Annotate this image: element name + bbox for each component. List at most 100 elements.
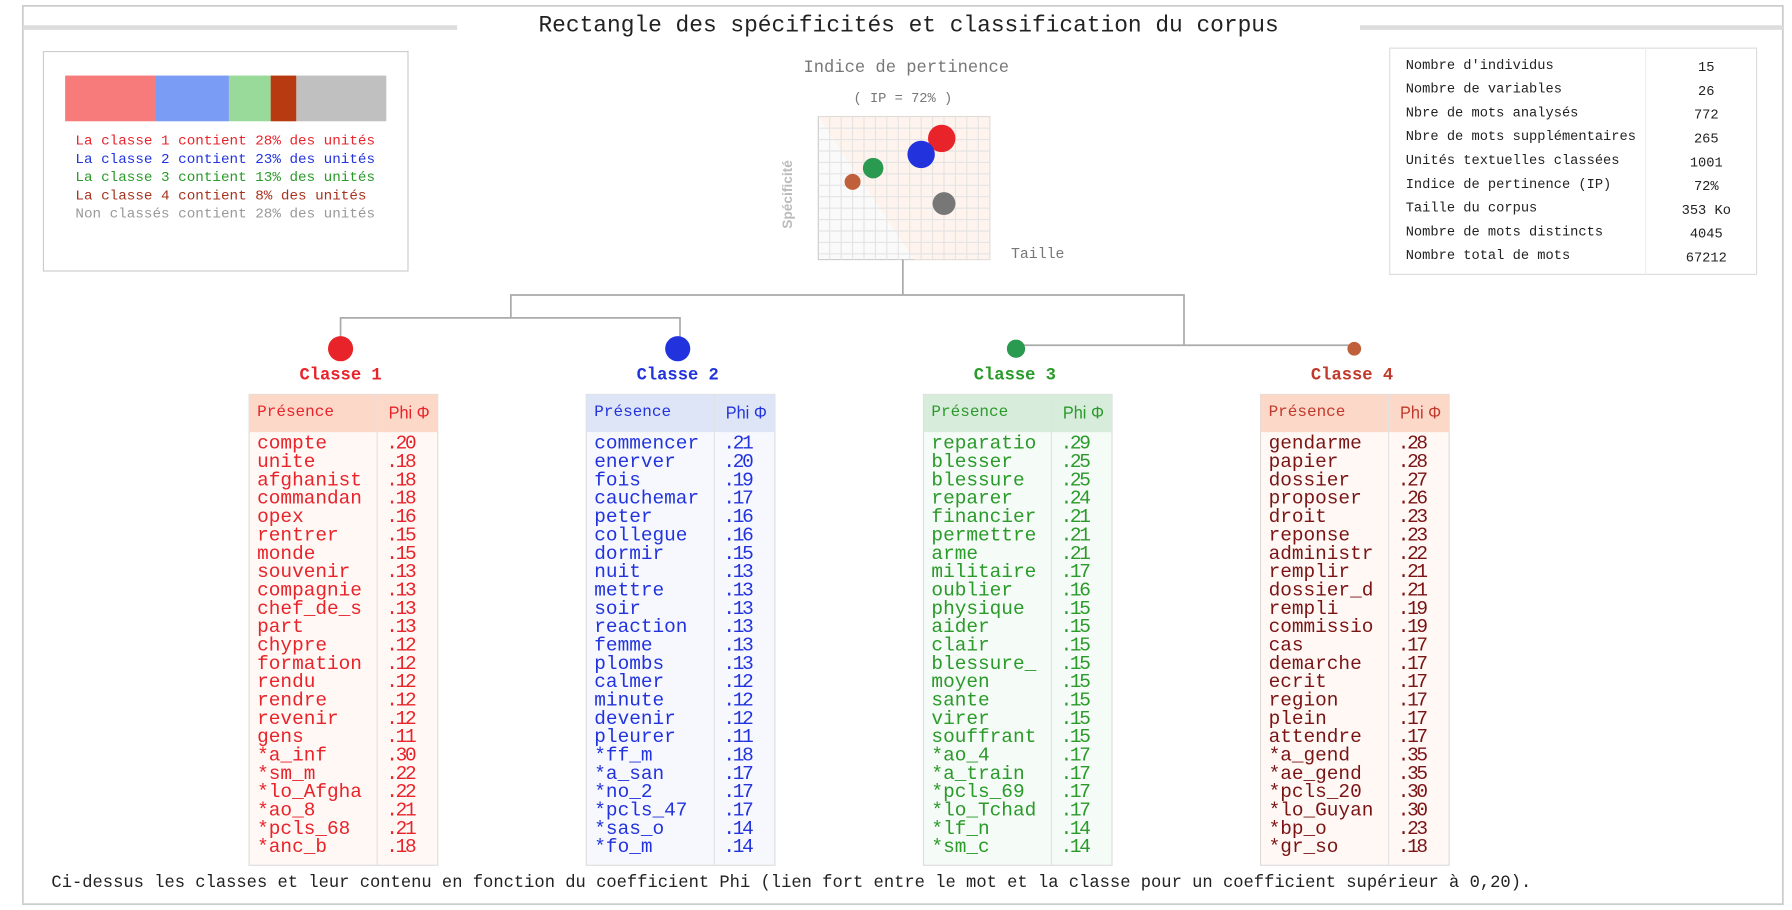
word: *a_san <box>594 763 664 785</box>
phi: .18 <box>386 488 416 510</box>
phi: .15 <box>723 543 753 565</box>
word: *bp_o <box>1269 818 1327 840</box>
phi: .29 <box>1061 433 1091 455</box>
phi: .20 <box>723 451 753 473</box>
word: rentrer <box>257 524 339 546</box>
word: collegue <box>594 524 687 546</box>
phi: .12 <box>723 671 753 693</box>
phi: .17 <box>723 763 753 785</box>
word: pleurer <box>594 726 676 748</box>
word: *pcls_69 <box>931 781 1024 803</box>
word: gendarme <box>1269 433 1362 455</box>
phi: .17 <box>1061 561 1091 583</box>
legend-text: La classe 4 contient 8% des unités <box>75 188 366 204</box>
column-header: Phi Φ <box>389 402 430 422</box>
phi: .23 <box>1398 524 1428 546</box>
word: oublier <box>931 579 1013 601</box>
stat-value: 15 <box>1698 61 1714 76</box>
word: monde <box>257 543 315 565</box>
phi: .27 <box>1398 469 1428 491</box>
phi: .25 <box>1061 469 1091 491</box>
bubble <box>844 173 861 190</box>
phi: .26 <box>1398 488 1428 510</box>
table-header <box>1260 394 1450 433</box>
class-node <box>665 336 691 362</box>
legend-text: La classe 1 contient 28% des unités <box>75 133 375 149</box>
phi: .12 <box>723 708 753 730</box>
word: minute <box>594 689 664 711</box>
table-header <box>249 394 438 433</box>
table-body <box>585 393 776 866</box>
class-node <box>1006 339 1026 358</box>
word: *sm_c <box>931 836 989 858</box>
legend-bar-segment <box>228 75 271 122</box>
phi: .15 <box>1061 598 1091 620</box>
word: proposer <box>1269 488 1362 510</box>
word: cauchemar <box>594 488 699 510</box>
phi: .17 <box>1398 671 1428 693</box>
word: *ao_8 <box>257 800 315 822</box>
phi: .21 <box>386 800 416 822</box>
phi: .17 <box>1061 800 1091 822</box>
phi: .35 <box>1398 763 1428 785</box>
legend-bar-segment <box>65 75 156 122</box>
phi: .13 <box>386 579 416 601</box>
stat-label: Unités textuelles classées <box>1406 153 1620 169</box>
stat-label: Nombre d'individus <box>1406 58 1554 74</box>
plot: Indice de pertinence ( IP = 72% ) Spécif… <box>780 59 1064 263</box>
column-header: Phi Φ <box>1400 402 1441 422</box>
phi: .18 <box>723 745 753 767</box>
phi: .17 <box>723 800 753 822</box>
x-label: Taille <box>1011 247 1064 263</box>
phi: .15 <box>1061 726 1091 748</box>
bubble <box>932 192 956 215</box>
word: arme <box>931 543 978 565</box>
word: formation <box>257 653 362 675</box>
phi: .23 <box>1398 818 1428 840</box>
phi: .18 <box>386 451 416 473</box>
bubble <box>928 124 956 153</box>
word: opex <box>257 506 304 528</box>
phi: .14 <box>1061 836 1091 858</box>
phi: .21 <box>723 433 753 455</box>
phi: .23 <box>1398 506 1428 528</box>
word: sante <box>931 689 989 711</box>
word: *ff_m <box>594 745 652 767</box>
word: devenir <box>594 708 676 730</box>
stat-label: Taille du corpus <box>1406 201 1538 217</box>
word: physique <box>931 598 1024 620</box>
phi: .17 <box>1398 726 1428 748</box>
phi: .18 <box>386 836 416 858</box>
word: chef_de_s <box>257 598 362 620</box>
word: blessure <box>931 469 1024 491</box>
word: droit <box>1269 506 1327 528</box>
word: commandan <box>257 488 362 510</box>
phi: .21 <box>1061 543 1091 565</box>
word: blessure_ <box>931 653 1036 675</box>
column-header: Présence <box>931 403 1008 421</box>
column-header: Phi Φ <box>1063 402 1104 422</box>
word: *lf_n <box>931 818 989 840</box>
class-node <box>1347 341 1362 356</box>
phi: .12 <box>386 708 416 730</box>
phi: .15 <box>1061 634 1091 656</box>
phi: .22 <box>386 763 416 785</box>
phi: .13 <box>723 634 753 656</box>
phi: .17 <box>1061 763 1091 785</box>
stat-value: 4045 <box>1690 228 1723 243</box>
class-name: Classe 2 <box>637 367 719 386</box>
phi: .17 <box>723 781 753 803</box>
word: attendre <box>1269 726 1362 748</box>
table-body <box>1260 393 1450 866</box>
phi: .16 <box>1061 579 1091 601</box>
legend-bar-segment <box>296 75 387 122</box>
stat-value: 772 <box>1694 109 1719 124</box>
column-header: Présence <box>257 403 334 421</box>
table-body <box>922 393 1113 866</box>
phi: .17 <box>1398 653 1428 675</box>
phi: .21 <box>1061 506 1091 528</box>
class-node <box>328 336 354 362</box>
word: reaction <box>594 616 687 638</box>
stat-label: Nbre de mots analysés <box>1406 105 1579 121</box>
